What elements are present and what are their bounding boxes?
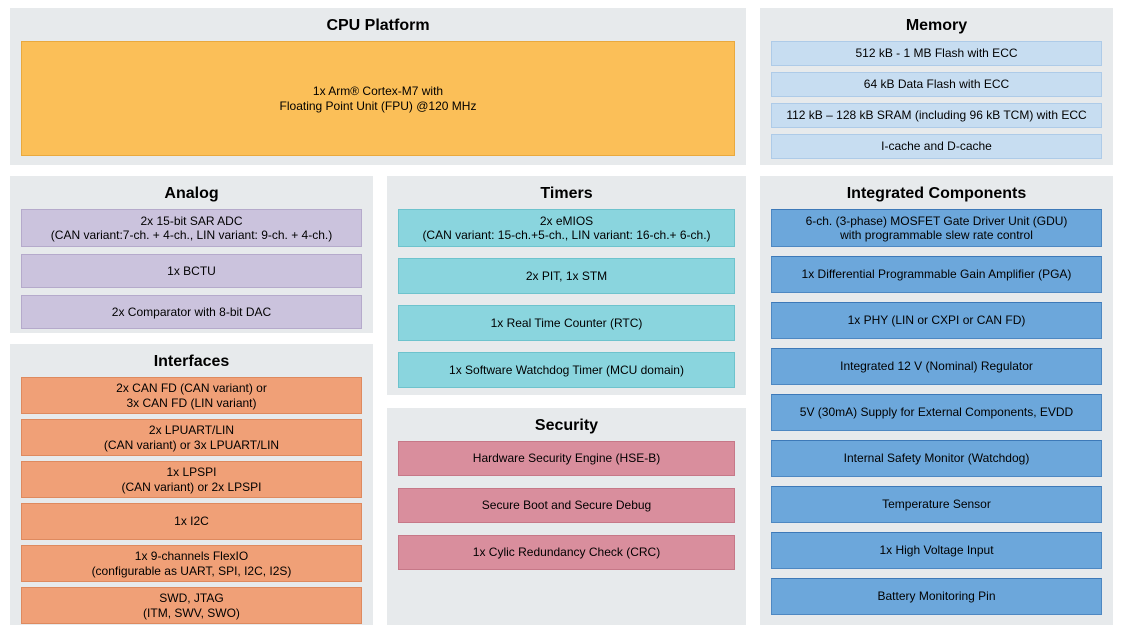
analog-item-comparator: 2x Comparator with 8-bit DAC	[21, 295, 362, 329]
interfaces-section: Interfaces 2x CAN FD (CAN variant) or 3x…	[10, 344, 373, 625]
memory-item-data-flash: 64 kB Data Flash with ECC	[771, 72, 1102, 97]
interfaces-item-lpspi: 1x LPSPI (CAN variant) or 2x LPSPI	[21, 461, 362, 498]
analog-item-bctu: 1x BCTU	[21, 254, 362, 288]
integrated-item-safety-monitor: Internal Safety Monitor (Watchdog)	[771, 440, 1102, 477]
timers-title: Timers	[540, 185, 593, 202]
interfaces-item-flexio: 1x 9-channels FlexIO (configurable as UA…	[21, 545, 362, 582]
right-column: Integrated Components 6-ch. (3-phase) MO…	[760, 176, 1113, 625]
security-item-hse: Hardware Security Engine (HSE-B)	[398, 441, 735, 476]
analog-section: Analog 2x 15-bit SAR ADC (CAN variant:7-…	[10, 176, 373, 333]
security-rows: Hardware Security Engine (HSE-B) Secure …	[398, 441, 735, 570]
interfaces-item-i2c: 1x I2C	[21, 503, 362, 540]
analog-title: Analog	[164, 185, 219, 202]
interfaces-item-canfd: 2x CAN FD (CAN variant) or 3x CAN FD (LI…	[21, 377, 362, 414]
integrated-item-gdu: 6-ch. (3-phase) MOSFET Gate Driver Unit …	[771, 209, 1102, 247]
interfaces-rows: 2x CAN FD (CAN variant) or 3x CAN FD (LI…	[21, 377, 362, 624]
main-row: Analog 2x 15-bit SAR ADC (CAN variant:7-…	[10, 176, 1113, 625]
security-item-secure-boot: Secure Boot and Secure Debug	[398, 488, 735, 523]
integrated-item-5v-supply: 5V (30mA) Supply for External Components…	[771, 394, 1102, 431]
integrated-item-temp-sensor: Temperature Sensor	[771, 486, 1102, 523]
timers-item-watchdog: 1x Software Watchdog Timer (MCU domain)	[398, 352, 735, 388]
integrated-item-pga: 1x Differential Programmable Gain Amplif…	[771, 256, 1102, 293]
analog-item-adc: 2x 15-bit SAR ADC (CAN variant:7-ch. + 4…	[21, 209, 362, 247]
integrated-item-battery-pin: Battery Monitoring Pin	[771, 578, 1102, 615]
interfaces-item-lpuart: 2x LPUART/LIN (CAN variant) or 3x LPUART…	[21, 419, 362, 456]
timers-section: Timers 2x eMIOS (CAN variant: 15-ch.+5-c…	[387, 176, 746, 395]
memory-section: Memory 512 kB - 1 MB Flash with ECC 64 k…	[760, 8, 1113, 165]
security-section: Security Hardware Security Engine (HSE-B…	[387, 408, 746, 625]
integrated-components-title: Integrated Components	[846, 185, 1027, 202]
integrated-item-phy: 1x PHY (LIN or CXPI or CAN FD)	[771, 302, 1102, 339]
integrated-components-section: Integrated Components 6-ch. (3-phase) MO…	[760, 176, 1113, 625]
timers-item-pit-stm: 2x PIT, 1x STM	[398, 258, 735, 294]
timers-item-emios: 2x eMIOS (CAN variant: 15-ch.+5-ch., LIN…	[398, 209, 735, 247]
interfaces-item-swd-jtag: SWD, JTAG (ITM, SWV, SWO)	[21, 587, 362, 624]
memory-item-flash: 512 kB - 1 MB Flash with ECC	[771, 41, 1102, 66]
memory-item-cache: I-cache and D-cache	[771, 134, 1102, 159]
security-item-crc: 1x Cylic Redundancy Check (CRC)	[398, 535, 735, 570]
integrated-item-high-voltage: 1x High Voltage Input	[771, 532, 1102, 569]
top-row: CPU Platform 1x Arm® Cortex-M7 with Floa…	[10, 8, 1113, 165]
cpu-platform-section: CPU Platform 1x Arm® Cortex-M7 with Floa…	[10, 8, 746, 165]
integrated-components-rows: 6-ch. (3-phase) MOSFET Gate Driver Unit …	[771, 209, 1102, 615]
middle-column: Timers 2x eMIOS (CAN variant: 15-ch.+5-c…	[387, 176, 746, 625]
security-title: Security	[534, 417, 599, 434]
timers-item-rtc: 1x Real Time Counter (RTC)	[398, 305, 735, 341]
left-column: Analog 2x 15-bit SAR ADC (CAN variant:7-…	[10, 176, 373, 625]
cpu-core-block: 1x Arm® Cortex-M7 with Floating Point Un…	[21, 41, 735, 156]
memory-item-sram: 112 kB – 128 kB SRAM (including 96 kB TC…	[771, 103, 1102, 128]
analog-rows: 2x 15-bit SAR ADC (CAN variant:7-ch. + 4…	[21, 209, 362, 329]
timers-rows: 2x eMIOS (CAN variant: 15-ch.+5-ch., LIN…	[398, 209, 735, 388]
memory-rows: 512 kB - 1 MB Flash with ECC 64 kB Data …	[771, 41, 1102, 159]
cpu-platform-title: CPU Platform	[326, 17, 430, 34]
memory-title: Memory	[905, 17, 968, 34]
interfaces-title: Interfaces	[153, 353, 230, 370]
integrated-item-regulator: Integrated 12 V (Nominal) Regulator	[771, 348, 1102, 385]
